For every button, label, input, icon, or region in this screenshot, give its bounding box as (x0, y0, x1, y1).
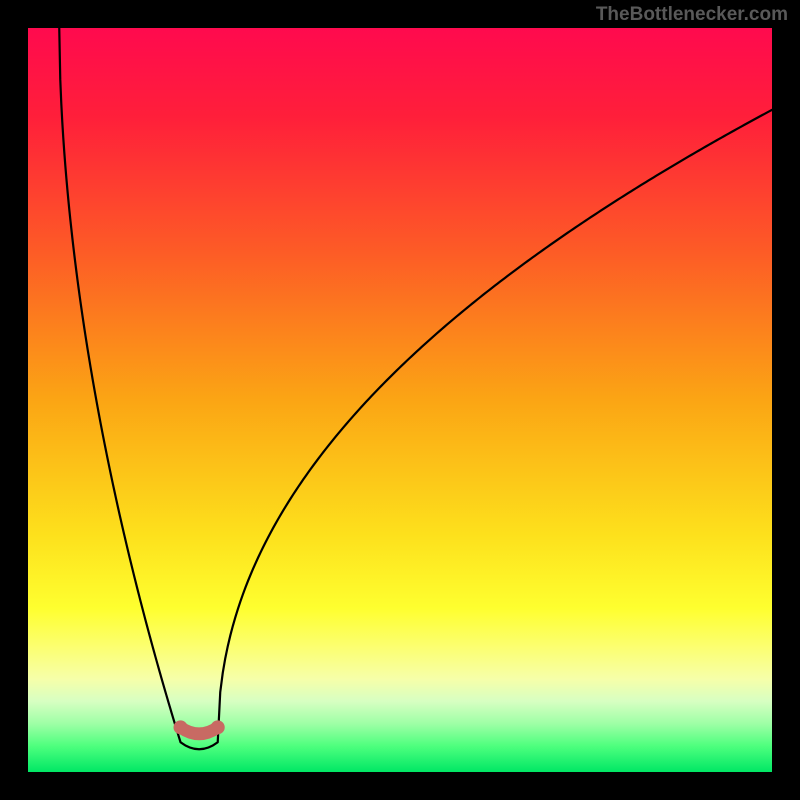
chart-frame: TheBottlenecker.com (0, 0, 800, 800)
bottleneck-plot (28, 28, 772, 772)
watermark-text: TheBottlenecker.com (596, 4, 788, 26)
gradient-background (28, 28, 772, 772)
